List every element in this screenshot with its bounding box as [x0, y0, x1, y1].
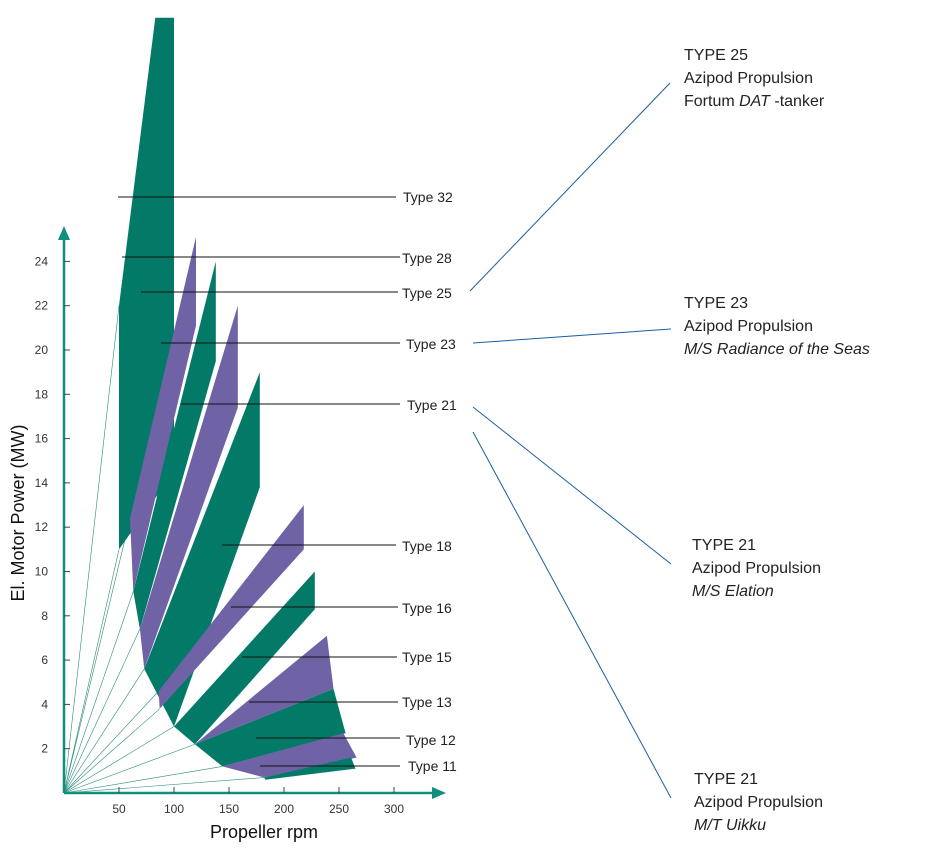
x-axis-arrow	[432, 787, 446, 799]
callout-line	[472, 328, 672, 344]
ray-line	[63, 549, 120, 794]
label-type-23: Type 23	[406, 336, 456, 352]
y-tick-label: 22	[35, 299, 49, 313]
ray-line	[63, 777, 265, 794]
area-type-28	[130, 237, 196, 592]
y-tick-label: 16	[35, 432, 49, 446]
annotation-type-25-vessel-suffix: -tanker	[769, 93, 825, 110]
annotation-type-21-uikku-title: TYPE 21	[694, 771, 759, 788]
y-tick-label: 18	[35, 387, 49, 401]
annotation-type-23-title: TYPE 23	[684, 295, 749, 312]
x-tick-label: 150	[219, 802, 239, 816]
y-tick-label: 14	[35, 476, 49, 490]
annotation-type-25-title: TYPE 25	[684, 47, 749, 64]
label-type-28: Type 28	[402, 250, 452, 266]
annotation-type-23: TYPE 23 Azipod Propulsion M/S Radiance o…	[684, 292, 870, 361]
y-tick-label: 24	[35, 254, 49, 268]
area-type-13	[194, 688, 346, 767]
type-leader-lines: Type 32 Type 28 Type 25 Type 23 Type 21 Type …	[118, 189, 457, 774]
annotation-leader-lines	[469, 82, 672, 799]
y-axis-arrow	[58, 226, 70, 240]
area-type-12	[222, 733, 357, 778]
annotation-type-21-uikku-subtitle: Azipod Propulsion	[694, 794, 823, 811]
x-tick-label: 100	[164, 802, 184, 816]
callout-line	[472, 406, 672, 565]
annotation-type-23-vessel: M/S Radiance of the Seas	[684, 341, 870, 358]
y-axis-title: El. Motor Power (MW)	[8, 424, 28, 601]
x-tick-label: 200	[274, 802, 294, 816]
label-type-15: Type 15	[402, 649, 452, 665]
ray-line	[63, 668, 145, 794]
x-tick-label: 50	[112, 802, 126, 816]
callout-line	[469, 82, 671, 292]
area-type-15	[194, 635, 334, 745]
y-tick-label: 10	[35, 565, 49, 579]
label-type-11: Type 11	[408, 758, 457, 774]
ray-line	[63, 766, 223, 794]
annotation-type-21-elation-subtitle: Azipod Propulsion	[692, 560, 821, 577]
ray-line	[63, 305, 120, 794]
ray-line	[63, 518, 131, 794]
annotation-type-25: TYPE 25 Azipod Propulsion Fortum DAT -ta…	[684, 44, 824, 113]
y-tick-label: 6	[41, 653, 48, 667]
area-type-25	[133, 261, 216, 630]
y-tick-label: 4	[41, 697, 48, 711]
label-type-12: Type 12	[406, 732, 456, 748]
annotation-type-21-elation-title: TYPE 21	[692, 537, 757, 554]
annotation-type-25-subtitle: Azipod Propulsion	[684, 70, 813, 87]
annotation-type-23-subtitle: Azipod Propulsion	[684, 318, 813, 335]
annotation-type-25-vessel: Fortum DAT -tanker	[684, 90, 824, 113]
callout-line	[472, 431, 672, 799]
annotation-type-21-uikku-vessel: M/T Uikku	[694, 817, 766, 834]
area-type-21	[144, 372, 260, 727]
ray-line	[63, 628, 141, 794]
ray-line	[63, 591, 134, 794]
label-type-21: Type 21	[407, 397, 457, 413]
ray-line	[63, 726, 175, 794]
annotation-type-21-elation: TYPE 21 Azipod Propulsion M/S Elation	[692, 534, 821, 603]
ray-lines	[63, 305, 265, 794]
y-tick-label: 8	[41, 609, 48, 623]
ray-line	[63, 690, 159, 794]
x-tick-label: 300	[384, 802, 404, 816]
label-type-25: Type 25	[402, 285, 452, 301]
x-tick-label: 250	[329, 802, 349, 816]
area-type-23	[139, 305, 238, 669]
label-type-16: Type 16	[402, 600, 452, 616]
annotation-type-25-vessel-prefix: Fortum	[684, 93, 740, 110]
area-type-11	[264, 757, 356, 780]
y-tick-label: 20	[35, 343, 49, 357]
annotation-type-21-elation-vessel: M/S Elation	[692, 583, 774, 600]
y-tick-label: 12	[35, 520, 49, 534]
ray-line	[63, 743, 196, 794]
annotation-type-25-vessel-italic: DAT	[739, 93, 770, 110]
area-type-16	[174, 571, 315, 745]
type-areas	[119, 17, 357, 780]
annotation-type-21-uikku: TYPE 21 Azipod Propulsion M/T Uikku	[694, 768, 823, 837]
label-type-13: Type 13	[402, 694, 452, 710]
x-axis-title: Propeller rpm	[210, 822, 318, 842]
ray-line	[63, 708, 160, 794]
y-tick-label: 2	[41, 742, 48, 756]
label-type-18: Type 18	[402, 538, 452, 554]
label-type-32: Type 32	[403, 189, 453, 205]
